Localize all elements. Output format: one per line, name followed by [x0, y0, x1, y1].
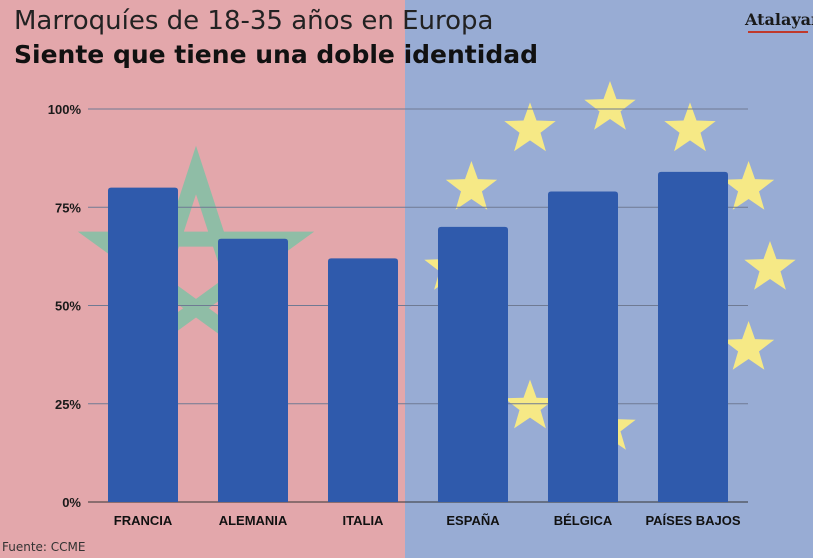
eu-star-icon [664, 102, 716, 152]
y-tick-label: 25% [55, 397, 81, 412]
y-axis-ticks: 0% 25% 50% 75% 100% [48, 102, 82, 510]
y-tick-label: 0% [62, 495, 81, 510]
x-tick-label: ITALIA [343, 513, 385, 528]
bar [658, 171, 728, 502]
chart-title: Marroquíes de 18-35 años en Europa [14, 6, 494, 36]
x-tick-label: ALEMANIA [219, 513, 288, 528]
y-tick-label: 75% [55, 200, 81, 215]
eu-star-icon [504, 102, 556, 152]
x-axis-ticks: FRANCIA ALEMANIA ITALIA ESPAÑA BÉLGICA PAÍSES… [114, 513, 741, 528]
y-tick-label: 50% [55, 299, 81, 314]
bar [438, 226, 508, 502]
bar [108, 187, 178, 502]
source-note: Fuente: CCME [2, 540, 86, 554]
eu-star-icon [722, 321, 775, 370]
x-tick-label: ESPAÑA [446, 513, 500, 528]
bar [328, 258, 398, 502]
bar [548, 191, 618, 502]
logo-text: Atalayar [745, 10, 813, 29]
eu-star-icon [445, 161, 498, 210]
atalayar-logo: Atalayar. [745, 10, 813, 29]
eu-star-icon [744, 241, 796, 290]
bar [218, 238, 288, 502]
bar-series [108, 171, 728, 502]
x-tick-label: BÉLGICA [554, 513, 613, 528]
eu-star-icon [584, 81, 636, 130]
x-tick-label: PAÍSES BAJOS [645, 513, 740, 528]
x-tick-label: FRANCIA [114, 513, 173, 528]
y-gridlines [88, 108, 748, 503]
logo-underline [748, 31, 808, 33]
chart-subtitle: Siente que tiene una doble identidad [14, 40, 538, 69]
eu-star-icon [722, 161, 775, 210]
y-tick-label: 100% [48, 102, 82, 117]
